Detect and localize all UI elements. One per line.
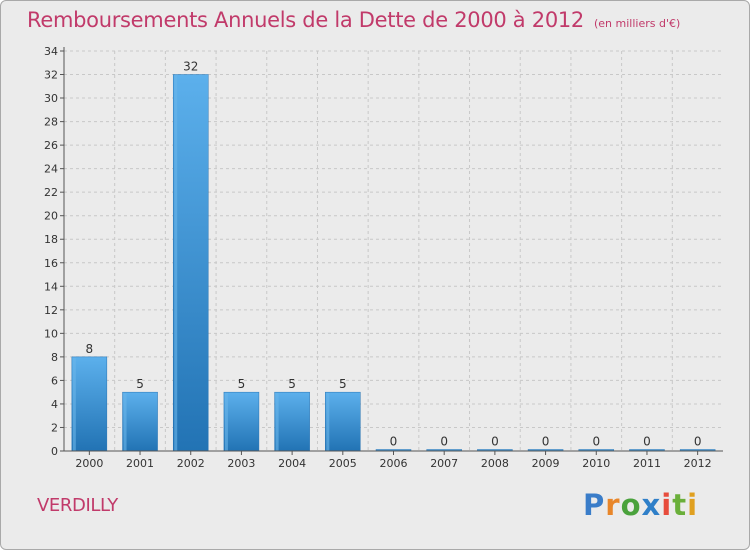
chart-title: Remboursements Annuels de la Dette de 20… <box>27 8 680 32</box>
y-tick-label: 12 <box>44 304 58 317</box>
logo-letter: r <box>605 488 621 522</box>
data-label: 0 <box>643 435 651 449</box>
x-tick-label: 2004 <box>278 457 306 470</box>
chart-title-text: Remboursements Annuels de la Dette de 20… <box>27 8 584 32</box>
x-tick-label: 2008 <box>481 457 509 470</box>
bar[interactable] <box>122 391 158 452</box>
y-tick-label: 26 <box>44 139 58 152</box>
axes <box>60 47 723 455</box>
y-tick-label: 18 <box>44 233 58 246</box>
logo-letter: P <box>583 488 606 522</box>
x-tick-label: 2000 <box>75 457 103 470</box>
data-label: 32 <box>183 60 198 74</box>
bar[interactable] <box>325 391 361 452</box>
commune-name: VERDILLY <box>37 495 118 516</box>
x-tick-label: 2005 <box>329 457 357 470</box>
logo-letter: x <box>641 488 662 522</box>
x-tick-label: 2003 <box>227 457 255 470</box>
y-tick-label: 30 <box>44 92 58 105</box>
x-tick-label: 2002 <box>177 457 205 470</box>
logo-letter: o <box>620 488 642 522</box>
y-tick-label: 20 <box>44 210 58 223</box>
x-tick-label: 2007 <box>430 457 458 470</box>
y-tick-label: 4 <box>51 398 58 411</box>
bar-highlight <box>174 75 178 451</box>
data-label: 8 <box>86 342 94 356</box>
data-label: 0 <box>440 435 448 449</box>
y-tick-label: 28 <box>44 116 58 129</box>
bar-highlight <box>224 393 228 451</box>
y-tick-label: 34 <box>44 45 58 58</box>
y-tick-label: 0 <box>51 445 58 458</box>
bar-highlight <box>72 357 76 451</box>
x-tick-label: 2010 <box>582 457 610 470</box>
data-label: 0 <box>542 435 550 449</box>
y-tick-label: 16 <box>44 257 58 270</box>
logo-letter: i <box>687 488 699 522</box>
y-tick-label: 32 <box>44 69 58 82</box>
y-tick-label: 22 <box>44 186 58 199</box>
data-label: 0 <box>390 435 398 449</box>
y-tick-label: 14 <box>44 280 58 293</box>
data-label: 5 <box>288 377 296 391</box>
y-tick-label: 24 <box>44 163 58 176</box>
y-tick-label: 8 <box>51 351 58 364</box>
y-tick-label: 10 <box>44 327 58 340</box>
data-label: 0 <box>694 435 702 449</box>
x-tick-label: 2012 <box>684 457 712 470</box>
x-tick-label: 2006 <box>380 457 408 470</box>
bar[interactable] <box>274 391 310 452</box>
bars <box>71 74 716 452</box>
bar-highlight <box>123 393 127 451</box>
bar[interactable] <box>172 74 209 452</box>
labels: 0246810121416182022242628303234820005200… <box>44 45 712 470</box>
bar-highlight <box>275 393 279 451</box>
data-label: 5 <box>136 377 144 391</box>
logo-letter: i <box>661 488 673 522</box>
chart-unit: (en milliers d'€) <box>594 17 681 30</box>
data-label: 5 <box>238 377 246 391</box>
bar[interactable] <box>223 391 260 452</box>
bar-highlight <box>326 393 330 451</box>
x-tick-label: 2011 <box>633 457 661 470</box>
data-label: 0 <box>592 435 600 449</box>
bar[interactable] <box>71 356 108 452</box>
grid-lines <box>64 50 723 451</box>
data-label: 5 <box>339 377 347 391</box>
x-tick-label: 2009 <box>532 457 560 470</box>
logo-letter: t <box>672 488 688 522</box>
y-tick-label: 6 <box>51 374 58 387</box>
x-tick-label: 2001 <box>126 457 154 470</box>
data-label: 0 <box>491 435 499 449</box>
y-tick-label: 2 <box>51 421 58 434</box>
proxiti-logo[interactable]: Proxiti <box>583 488 698 522</box>
